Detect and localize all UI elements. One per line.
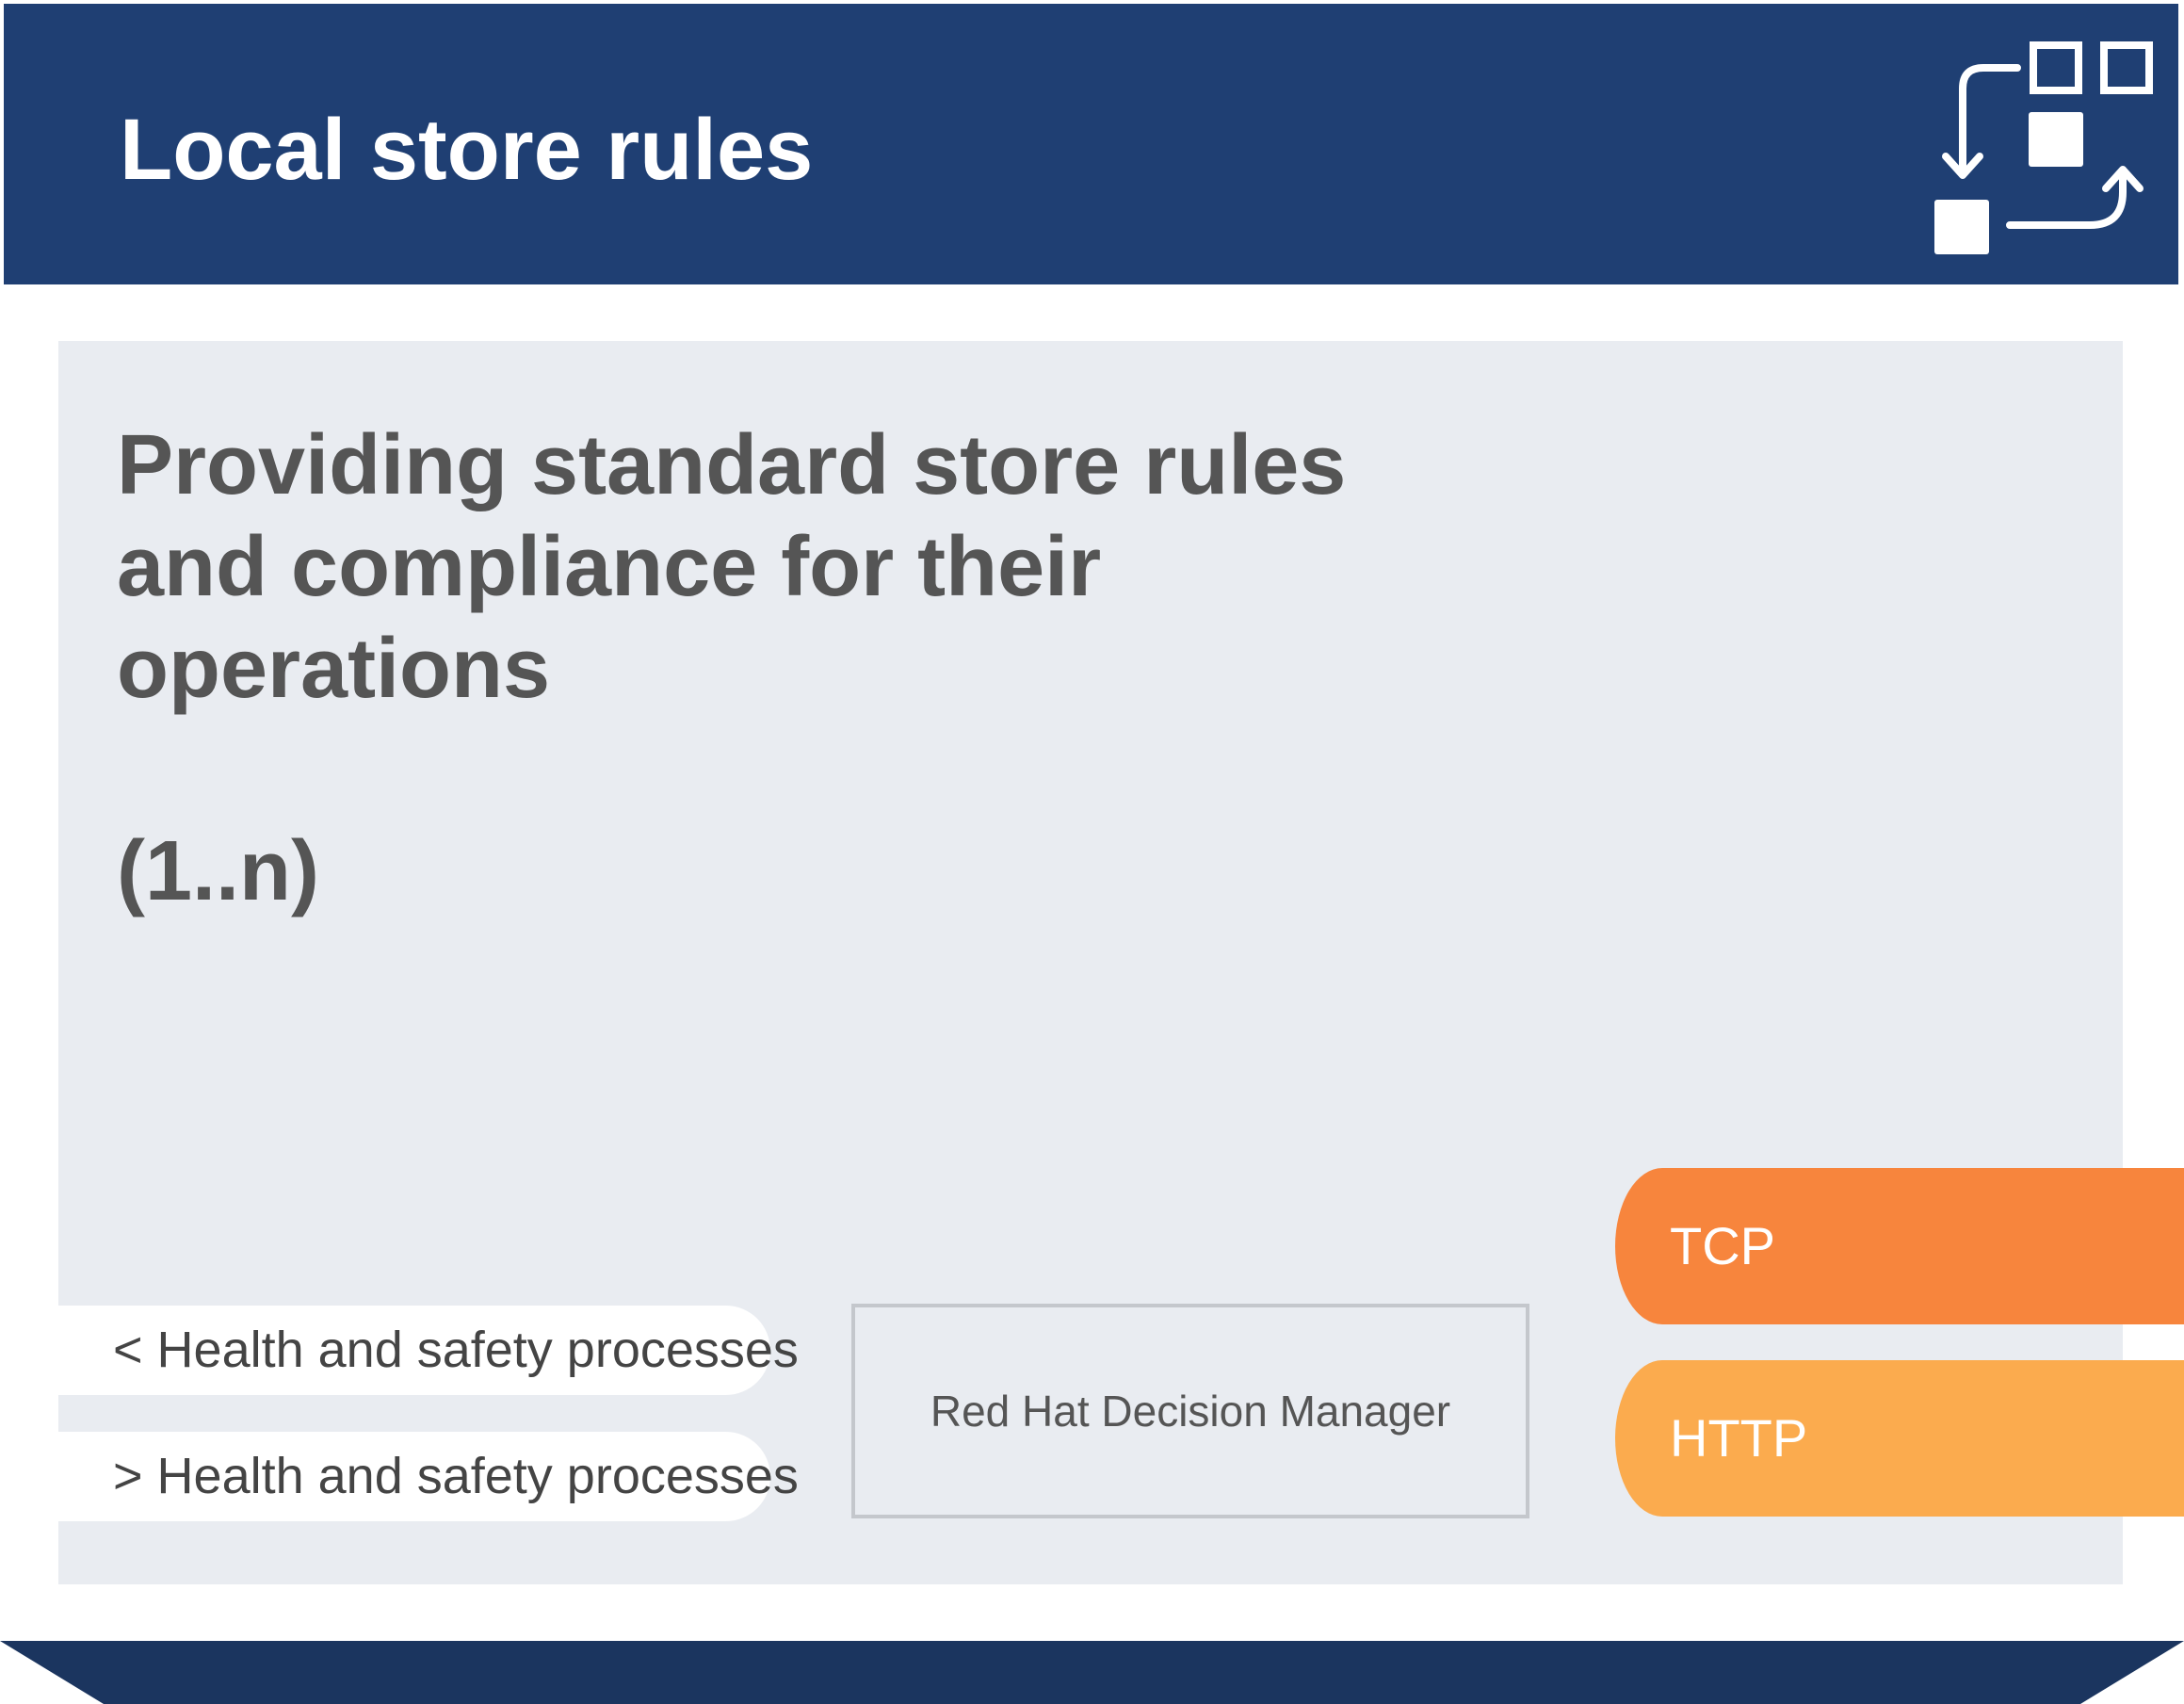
headline-line: operations — [117, 622, 551, 716]
process-label-outbound: > Health and safety processes — [113, 1448, 799, 1504]
header-title: Local store rules — [120, 102, 814, 198]
process-label-inbound: < Health and safety processes — [113, 1322, 799, 1378]
cardinality-label: (1..n) — [117, 824, 319, 918]
component-label: Red Hat Decision Manager — [930, 1387, 1451, 1436]
component-box: Red Hat Decision Manager — [851, 1304, 1529, 1518]
process-flow-icon — [1934, 41, 2153, 254]
protocol-tcp: TCP — [1615, 1168, 2184, 1324]
process-pill-outbound — [58, 1432, 770, 1521]
headline-line: and compliance for their — [117, 520, 1102, 614]
footer-bar — [0, 1641, 2184, 1704]
panel-headline: Providing standard store rules and compl… — [117, 414, 1529, 720]
process-pill-inbound — [58, 1306, 770, 1395]
header-bar: Local store rules — [4, 4, 2178, 284]
protocol-http: HTTP — [1615, 1360, 2184, 1517]
headline-line: Providing standard store rules — [117, 418, 1347, 512]
